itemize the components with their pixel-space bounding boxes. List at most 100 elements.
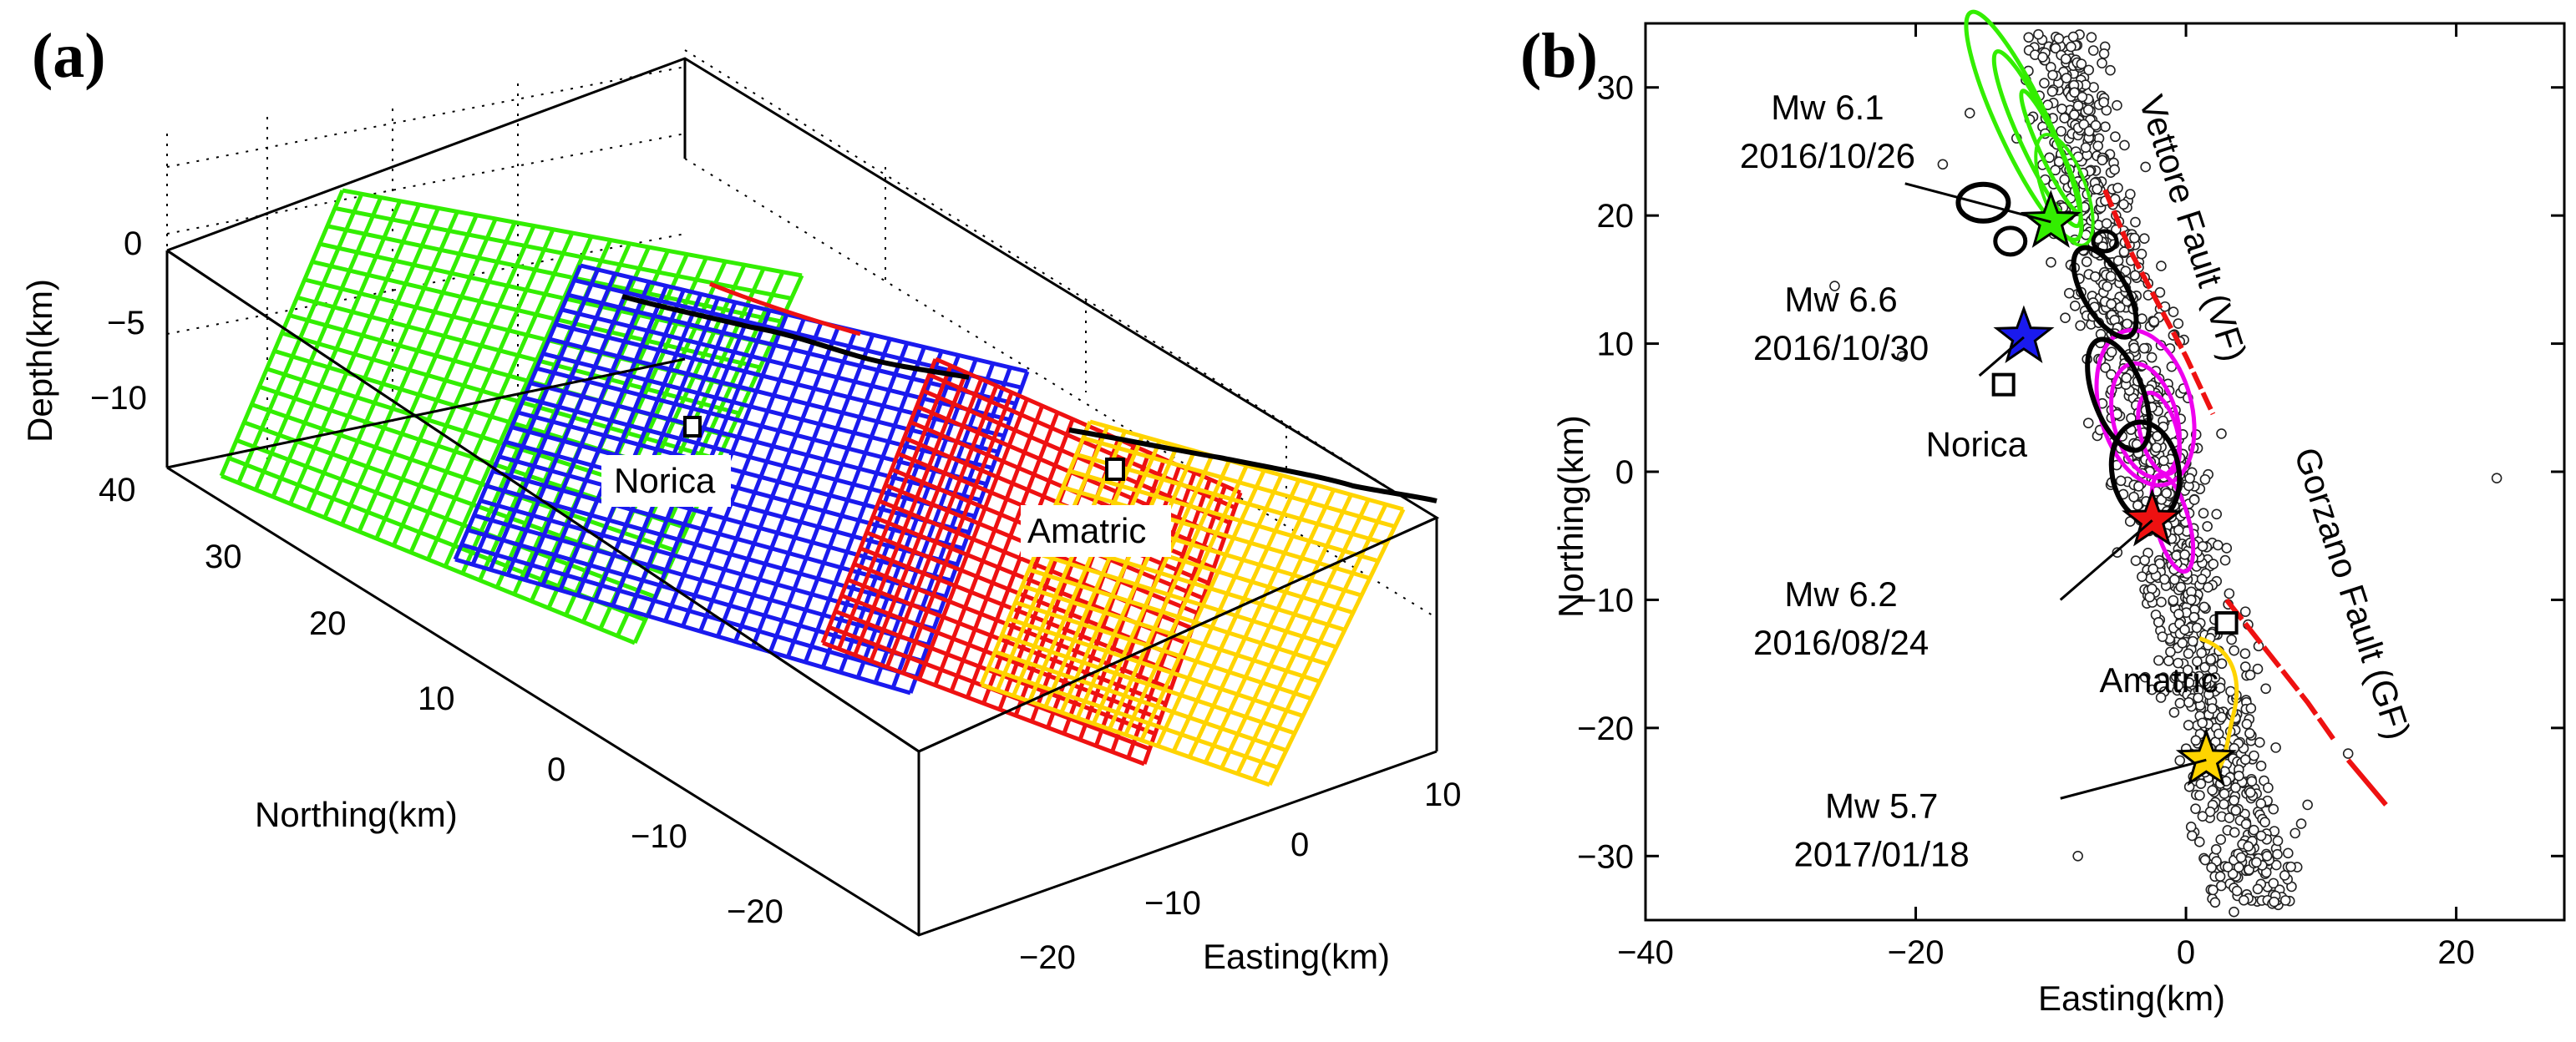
northing-tick-0: 0: [547, 751, 565, 788]
depth-axis: 0 −5 −10 40 Depth(km): [20, 225, 147, 508]
aftershock: [1937, 159, 1949, 170]
aftershock: [2210, 843, 2222, 855]
aftershock: [2106, 346, 2117, 357]
aftershock: [2144, 591, 2156, 603]
event-magnitude: Mw 6.2: [1784, 574, 1897, 614]
easting-tick-0: 0: [1291, 827, 1309, 863]
aftershock: [2201, 673, 2213, 684]
panel-a-3d-plot: (a): [20, 21, 1462, 976]
aftershock: [2060, 53, 2071, 64]
aftershock: [2152, 431, 2163, 442]
aftershock: [2211, 508, 2223, 520]
aftershock: [2207, 785, 2218, 796]
aftershock: [2109, 164, 2120, 175]
event-date: 2016/10/26: [1740, 136, 1915, 175]
aftershock: [2279, 895, 2291, 906]
aftershock: [2148, 564, 2158, 574]
aftershock: [2209, 897, 2221, 908]
slip-contour: [2136, 390, 2183, 477]
aftershock: [2272, 835, 2284, 847]
event-leader-line: [1978, 336, 2025, 377]
aftershock: [2190, 735, 2202, 746]
slip-contour: [2085, 336, 2153, 453]
aftershock: [2132, 500, 2143, 511]
x-tick-label: −20: [1888, 934, 1945, 971]
aftershock: [2105, 271, 2117, 282]
aftershock: [2196, 574, 2208, 584]
aftershock: [2190, 803, 2201, 814]
aftershock: [2100, 121, 2111, 133]
aftershock: [2283, 847, 2294, 859]
northing-tick-30: 30: [205, 539, 242, 575]
fault-trace-gorzano: [2224, 598, 2337, 742]
aftershock: [2066, 41, 2077, 53]
aftershock: [2179, 549, 2190, 560]
northing-tick-20: 20: [309, 605, 347, 642]
aftershock: [2193, 692, 2203, 704]
town-label-bg: [601, 455, 731, 507]
aftershock: [2224, 812, 2235, 823]
aftershock: [2133, 481, 2144, 492]
aftershock: [2159, 574, 2170, 585]
aftershock: [2203, 689, 2214, 701]
aftershock: [2214, 871, 2226, 882]
aftershock: [2203, 582, 2213, 593]
town-label-bg: [1021, 505, 1171, 557]
aftershock: [1829, 281, 1840, 291]
aftershock: [2077, 91, 2088, 103]
fault-plane-meshes: [219, 188, 1406, 787]
aftershock: [2119, 139, 2130, 151]
aftershock: [2261, 850, 2273, 862]
aftershock: [2241, 718, 2253, 730]
event-magnitude: Mw 5.7: [1825, 786, 1938, 825]
slip-contour: [1955, 181, 2011, 224]
aftershock: [2076, 58, 2087, 69]
y-tick-label: 20: [1597, 198, 1635, 235]
aftershock: [2235, 852, 2247, 863]
aftershock: [2061, 73, 2072, 83]
aftershock: [2215, 834, 2227, 845]
aftershock: [2090, 271, 2101, 282]
aftershock: [2226, 634, 2237, 645]
aftershock: [2069, 301, 2081, 311]
aftershock: [2219, 554, 2231, 566]
slip-contour: [2091, 229, 2119, 254]
depth-tick-0: 0: [124, 225, 142, 262]
aftershock: [2199, 854, 2211, 866]
mainshock-star: [2175, 727, 2237, 787]
aftershock: [2197, 811, 2208, 822]
aftershock: [2222, 862, 2234, 873]
slip-contours: [1955, 9, 2239, 775]
aftershock: [2229, 645, 2239, 656]
aftershock: [2174, 755, 2186, 766]
mainshock-star: [2122, 488, 2183, 547]
aftershock: [2087, 45, 2099, 56]
aftershock: [2204, 806, 2216, 817]
y-tick-label: −20: [1577, 711, 1634, 747]
aftershock: [2219, 798, 2229, 810]
aftershock: [2092, 140, 2103, 152]
town-label-norica: Norica: [614, 461, 716, 500]
northing-tick-m20: −20: [727, 893, 783, 930]
x-tick-label: 20: [2437, 934, 2475, 971]
easting-tick-m10: −10: [1144, 885, 1201, 922]
aftershock: [2187, 830, 2198, 842]
x-tick-label: −40: [1617, 934, 1674, 971]
aftershock: [2207, 703, 2218, 714]
aftershock: [2171, 550, 2182, 561]
aftershock: [2168, 594, 2179, 606]
box-corner-tick: 40: [99, 472, 136, 508]
aftershock: [2023, 32, 2034, 43]
aftershock: [2078, 119, 2090, 130]
aftershock: [2090, 119, 2102, 131]
aftershock: [2193, 837, 2205, 847]
aftershock: [2239, 606, 2251, 617]
aftershock: [2182, 665, 2193, 675]
aftershock: [2173, 680, 2184, 691]
aftershock: [2097, 58, 2107, 68]
aftershock: [2069, 87, 2080, 98]
aftershock: [2491, 473, 2502, 483]
aftershock: [2136, 248, 2148, 260]
mainshock-star: [2020, 190, 2082, 248]
panel-b-label: (b): [1520, 21, 1598, 91]
